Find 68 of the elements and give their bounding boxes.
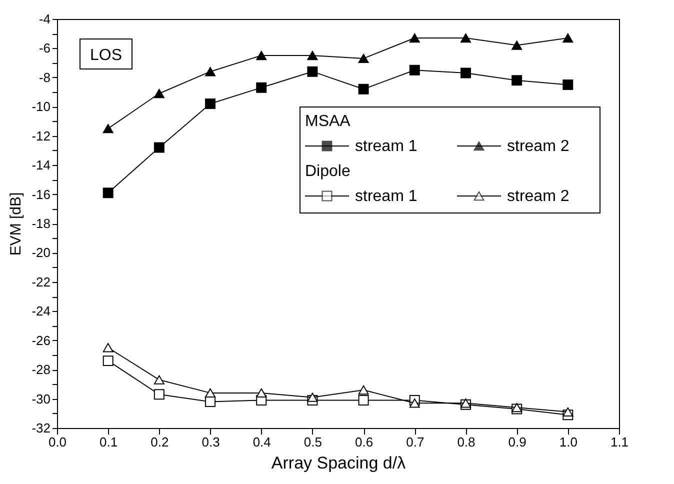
point (154, 389, 164, 400)
x-tick-label: 0.1 (100, 434, 118, 450)
point (102, 188, 114, 198)
y-tick-label: -28 (32, 362, 50, 378)
point (102, 124, 114, 134)
y-tick-label: -10 (32, 99, 50, 114)
x-tick-label: 1.1 (610, 434, 629, 450)
point (102, 343, 114, 352)
point (358, 385, 369, 395)
x-tick-label: 0.8 (457, 434, 476, 450)
y-tick-label: -12 (32, 128, 50, 144)
point (154, 375, 164, 384)
y-tick-label: -16 (32, 186, 50, 202)
point (154, 88, 164, 98)
legend-label: stream 2 (507, 138, 570, 155)
point (409, 64, 420, 76)
point (409, 398, 420, 408)
x-tick-label: 0.7 (406, 434, 424, 450)
point (512, 40, 522, 50)
y-axis-title: EVM [dB] (8, 192, 25, 256)
point (205, 66, 216, 76)
point (256, 82, 267, 93)
x-tick-label: 1.0 (559, 434, 578, 450)
point (307, 392, 318, 402)
point (358, 54, 369, 64)
point (205, 388, 216, 398)
y-tick-label: -22 (32, 274, 50, 290)
x-tick-label: 0.6 (355, 434, 374, 450)
point (102, 356, 114, 366)
point (256, 50, 267, 60)
x-tick-label: 0.5 (304, 434, 322, 450)
x-tick-label: 0.4 (252, 434, 271, 450)
legend-label: stream 1 (355, 138, 418, 155)
annotation: Dipole (305, 163, 350, 180)
y-tick-label: -4 (38, 12, 50, 26)
x-axis-title: Array Spacing d/λ (271, 454, 406, 472)
point (154, 142, 164, 153)
point (205, 98, 216, 109)
point (562, 407, 574, 417)
y-tick-label: -20 (32, 245, 50, 260)
y-tick-label: -30 (32, 391, 50, 406)
legend-label: stream 1 (355, 188, 418, 205)
x-tick-label: 0.2 (150, 434, 169, 450)
point (358, 395, 369, 406)
x-tick-label: 0.9 (508, 434, 526, 450)
point (205, 396, 216, 407)
legend-label: stream 2 (507, 188, 570, 205)
x-tick-label: 0.0 (48, 434, 67, 450)
point (512, 75, 522, 86)
y-tick-label: -6 (38, 40, 50, 56)
y-tick-label: -32 (32, 420, 50, 436)
point (358, 84, 369, 94)
y-tick-label: -26 (32, 332, 50, 348)
y-tick-label: -14 (32, 158, 50, 173)
y-tick-label: -8 (38, 70, 50, 85)
point (409, 33, 420, 43)
annotation: LOS (90, 47, 122, 64)
point (460, 33, 471, 43)
y-tick-label: -18 (32, 216, 50, 231)
point (460, 68, 471, 78)
point (256, 388, 267, 398)
point (562, 33, 574, 43)
y-tick-label: -24 (32, 304, 50, 319)
point (562, 79, 574, 90)
annotation: MSAA (305, 113, 351, 130)
point (307, 66, 318, 77)
point (307, 50, 318, 60)
x-tick-label: 0.3 (202, 434, 220, 450)
